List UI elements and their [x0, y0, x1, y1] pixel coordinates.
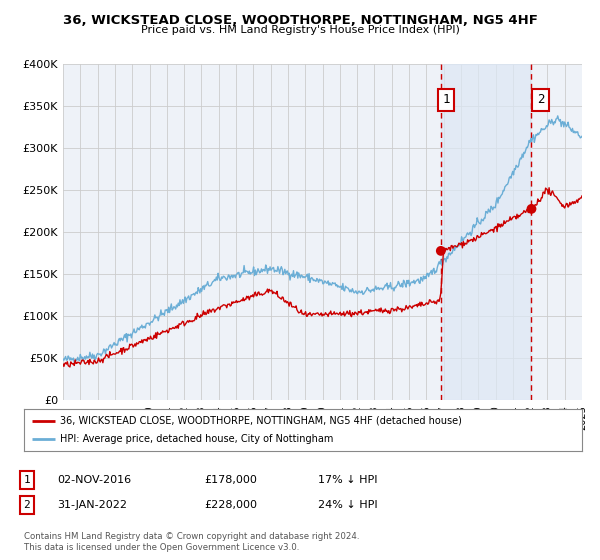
Text: 02-NOV-2016: 02-NOV-2016 — [57, 475, 131, 485]
Text: 36, WICKSTEAD CLOSE, WOODTHORPE, NOTTINGHAM, NG5 4HF (detached house): 36, WICKSTEAD CLOSE, WOODTHORPE, NOTTING… — [60, 416, 462, 426]
Text: HPI: Average price, detached house, City of Nottingham: HPI: Average price, detached house, City… — [60, 434, 334, 444]
Text: 2: 2 — [23, 500, 31, 510]
Text: 24% ↓ HPI: 24% ↓ HPI — [318, 500, 377, 510]
Bar — [441, 64, 532, 400]
Text: 17% ↓ HPI: 17% ↓ HPI — [318, 475, 377, 485]
Text: 2: 2 — [537, 93, 544, 106]
Text: Contains HM Land Registry data © Crown copyright and database right 2024.: Contains HM Land Registry data © Crown c… — [24, 532, 359, 541]
Text: This data is licensed under the Open Government Licence v3.0.: This data is licensed under the Open Gov… — [24, 543, 299, 552]
Text: 1: 1 — [23, 475, 31, 485]
Point — [527, 204, 536, 213]
Text: 1: 1 — [442, 93, 450, 106]
Text: 36, WICKSTEAD CLOSE, WOODTHORPE, NOTTINGHAM, NG5 4HF: 36, WICKSTEAD CLOSE, WOODTHORPE, NOTTING… — [62, 14, 538, 27]
Text: Price paid vs. HM Land Registry's House Price Index (HPI): Price paid vs. HM Land Registry's House … — [140, 25, 460, 35]
Text: £178,000: £178,000 — [204, 475, 257, 485]
Point — [436, 246, 446, 255]
Text: 31-JAN-2022: 31-JAN-2022 — [57, 500, 127, 510]
Text: £228,000: £228,000 — [204, 500, 257, 510]
